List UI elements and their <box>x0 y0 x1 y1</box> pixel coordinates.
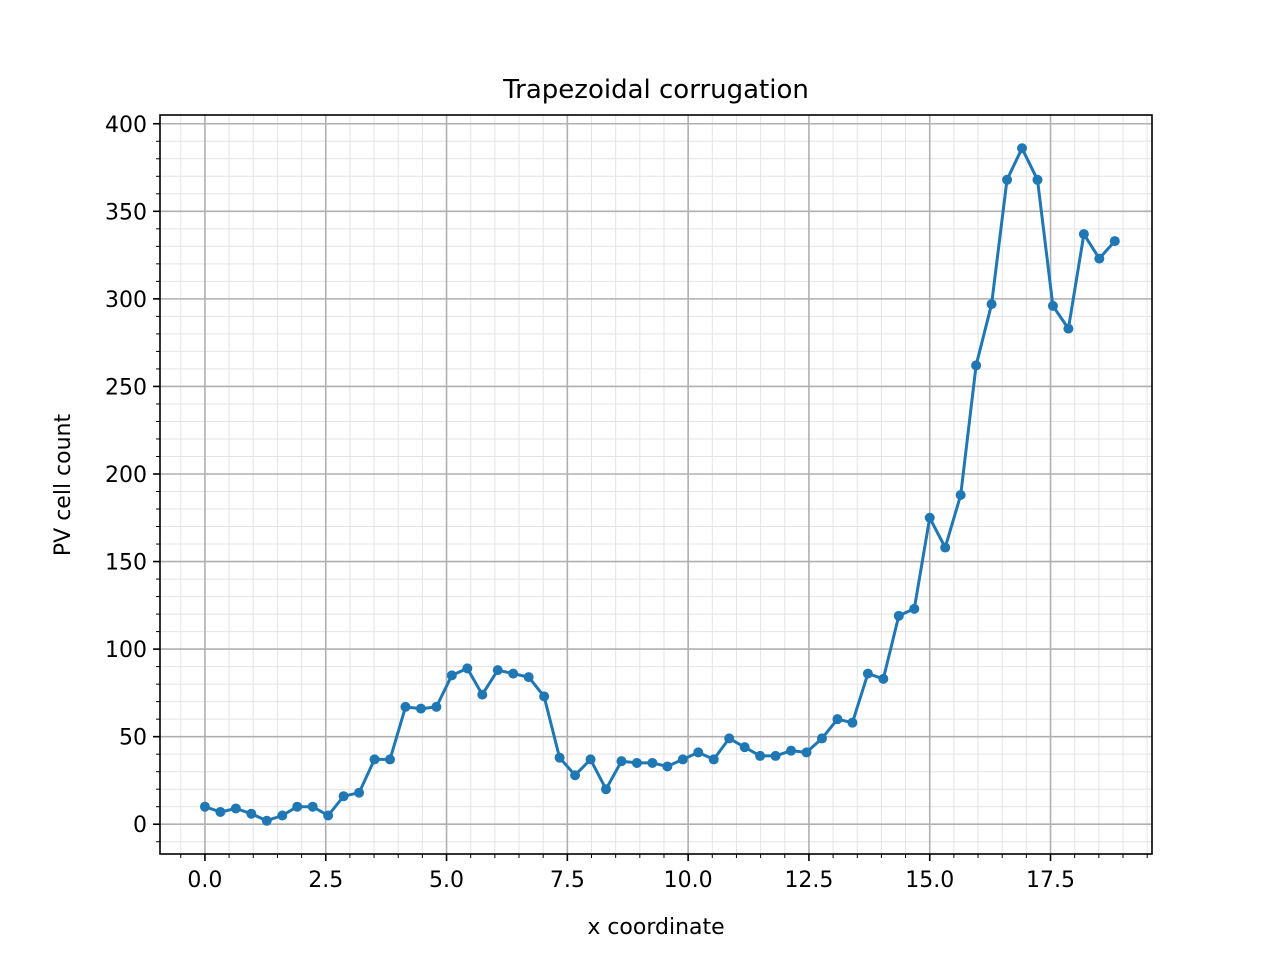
data-point <box>1032 174 1043 185</box>
data-point <box>847 717 858 728</box>
y-tick-label: 400 <box>105 113 147 138</box>
data-point <box>631 757 642 768</box>
x-tick-label: 12.5 <box>784 868 833 893</box>
data-point <box>199 801 210 812</box>
data-point <box>1002 174 1013 185</box>
data-point <box>215 806 226 817</box>
data-point <box>940 542 951 553</box>
data-point <box>1094 253 1105 264</box>
data-point <box>724 733 735 744</box>
data-point <box>492 665 503 676</box>
x-tick-label: 5.0 <box>429 868 464 893</box>
data-point <box>816 733 827 744</box>
data-point <box>770 750 781 761</box>
data-point <box>570 770 581 781</box>
x-tick-label: 2.5 <box>308 868 343 893</box>
x-axis-title: x coordinate <box>587 915 724 940</box>
y-tick-label: 150 <box>105 551 147 576</box>
data-point <box>292 801 303 812</box>
data-point <box>832 714 843 725</box>
data-point <box>1063 323 1074 334</box>
x-tick-label: 17.5 <box>1026 868 1075 893</box>
data-point <box>462 663 473 674</box>
data-point <box>801 747 812 758</box>
y-tick-label: 0 <box>133 813 147 838</box>
data-point <box>523 672 534 683</box>
plot-frame <box>159 114 1153 855</box>
data-point <box>986 299 997 310</box>
data-point <box>1078 229 1089 240</box>
series-layer <box>199 143 1120 826</box>
data-point <box>539 691 550 702</box>
data-point <box>755 750 766 761</box>
data-point <box>971 360 982 371</box>
y-tick-label: 50 <box>119 726 147 751</box>
data-point <box>955 490 966 501</box>
data-point <box>893 610 904 621</box>
data-point <box>708 754 719 765</box>
data-point <box>307 801 318 812</box>
data-point <box>415 703 426 714</box>
y-tick-label: 300 <box>105 288 147 313</box>
data-point <box>369 754 380 765</box>
data-point <box>585 754 596 765</box>
x-tick-label: 0.0 <box>187 868 222 893</box>
data-point <box>246 808 257 819</box>
data-point <box>554 752 565 763</box>
data-point <box>600 784 611 795</box>
x-tick-label: 15.0 <box>905 868 954 893</box>
data-point <box>230 803 241 814</box>
data-point <box>400 701 411 712</box>
data-point <box>909 603 920 614</box>
data-point <box>647 757 658 768</box>
chart-title: Trapezoidal corrugation <box>502 75 809 105</box>
data-point <box>446 670 457 681</box>
data-point <box>693 747 704 758</box>
y-tick-label: 100 <box>105 638 147 663</box>
data-point <box>354 787 365 798</box>
data-point <box>1017 143 1028 154</box>
y-tick-label: 350 <box>105 200 147 225</box>
data-point <box>431 701 442 712</box>
data-point <box>786 745 797 756</box>
data-point <box>261 815 272 826</box>
data-point <box>677 754 688 765</box>
data-point <box>1047 300 1058 311</box>
x-tick-label: 7.5 <box>550 868 585 893</box>
data-point <box>385 754 396 765</box>
data-point <box>924 512 935 523</box>
data-point <box>323 810 334 821</box>
data-point <box>616 756 627 767</box>
data-point <box>477 689 488 700</box>
data-point <box>508 668 519 679</box>
data-point <box>1109 236 1120 247</box>
data-point <box>878 673 889 684</box>
data-point <box>662 761 673 772</box>
y-tick-label: 250 <box>105 375 147 400</box>
data-point <box>739 742 750 753</box>
y-tick-label: 200 <box>105 463 147 488</box>
y-axis-title: PV cell count <box>51 414 76 557</box>
major-grid <box>160 115 1152 854</box>
data-point <box>862 668 873 679</box>
data-point <box>338 791 349 802</box>
x-tick-label: 10.0 <box>664 868 713 893</box>
data-point <box>277 810 288 821</box>
axis-ticks: 0.0 2.5 5.0 7.5 10.0 12.5 15.0 17.5 0 50 100 150 200… <box>105 113 1148 893</box>
